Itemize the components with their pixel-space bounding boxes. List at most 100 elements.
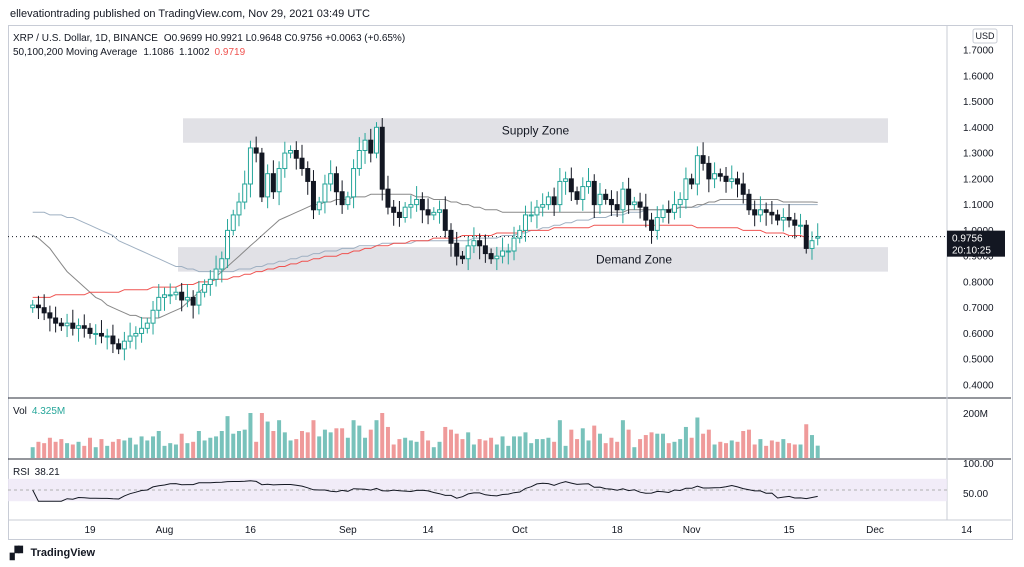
- demand-zone-box: [178, 247, 888, 272]
- volume-bar: [592, 425, 597, 458]
- candle-up: [517, 229, 523, 239]
- rsi-legend[interactable]: RSI 38.21: [13, 467, 60, 478]
- time-tick-label: Aug: [156, 525, 174, 536]
- volume-bar: [724, 443, 729, 458]
- candle-down: [87, 327, 93, 334]
- time-tick-label: 14: [961, 525, 973, 536]
- volume-legend[interactable]: Vol 4.325M: [13, 406, 65, 417]
- volume-bar: [701, 433, 706, 458]
- candle-up: [167, 294, 173, 297]
- candle-down: [706, 162, 712, 180]
- chart-frame: [8, 25, 1013, 540]
- volume-bar: [483, 440, 488, 458]
- candle-down: [368, 139, 374, 154]
- candle-down: [379, 126, 385, 190]
- candle-down: [700, 155, 706, 164]
- candle-up: [356, 150, 362, 170]
- publisher-line: ellevationtrading published on TradingVi…: [10, 8, 370, 20]
- candle-down: [454, 242, 460, 257]
- candle-down: [396, 211, 402, 219]
- volume-bar: [575, 439, 580, 458]
- candle-down: [574, 191, 580, 200]
- candle-up: [683, 178, 689, 200]
- candle-down: [666, 209, 672, 213]
- volume-bar: [775, 441, 780, 458]
- time-tick-label: 19: [84, 525, 96, 536]
- volume-bar: [208, 437, 213, 458]
- candle-down: [792, 219, 798, 226]
- candle-up: [729, 178, 735, 182]
- volume-bar: [225, 416, 230, 458]
- candle-down: [643, 206, 649, 221]
- volume-bar: [47, 437, 52, 458]
- candle-up: [213, 268, 219, 280]
- ma-legend[interactable]: 50,100,200 Moving Average 1.1086 1.1002 0.9…: [13, 47, 246, 58]
- volume-bar: [655, 433, 660, 458]
- bar-countdown: 20:10:25: [952, 246, 991, 257]
- candle-up: [30, 304, 36, 309]
- volume-bar: [380, 413, 385, 458]
- candle-up: [265, 173, 271, 198]
- candle-up: [76, 325, 82, 329]
- candle-up: [161, 294, 167, 298]
- candle-down: [723, 175, 729, 182]
- candle-up: [505, 250, 511, 253]
- price-tick-label: 1.3000: [963, 149, 994, 160]
- volume-bar: [133, 444, 138, 458]
- price-tick-label: 1.5000: [963, 97, 994, 108]
- candle-up: [798, 224, 804, 227]
- candle-up: [345, 196, 351, 206]
- volume-bar: [265, 421, 270, 458]
- candle-up: [660, 209, 666, 218]
- candle-up: [362, 139, 368, 151]
- volume-bar: [506, 445, 511, 458]
- candle-up: [540, 204, 546, 208]
- volume-bar: [254, 441, 259, 458]
- volume-bar: [414, 441, 419, 458]
- volume-bar: [758, 439, 763, 458]
- candle-up: [242, 183, 248, 203]
- volume-bar: [305, 432, 310, 458]
- demand-zone-label: Demand Zone: [596, 252, 672, 266]
- volume-bar: [139, 436, 144, 458]
- last-price-value: 0.9756: [952, 234, 983, 245]
- price-tick-label: 0.5000: [963, 355, 994, 366]
- footer-brand: TradingView: [30, 547, 96, 559]
- price-tick-label: 0.6000: [963, 329, 994, 340]
- candle-up: [671, 204, 677, 213]
- candle-down: [310, 180, 316, 211]
- price-chart[interactable]: 1.7000 1.6000 1.5000 1.4000 1.3000 1.2000 1.10…: [8, 25, 1011, 538]
- candle-up: [127, 335, 133, 342]
- volume-bar: [122, 440, 127, 458]
- candle-up: [282, 152, 288, 170]
- volume-bar: [105, 445, 110, 458]
- volume-bar: [196, 431, 201, 458]
- volume-bar: [385, 426, 390, 458]
- volume-bar: [162, 445, 167, 458]
- volume-bar: [494, 444, 499, 458]
- rsi-axis-label-50: 50.00: [963, 489, 988, 500]
- candle-up: [121, 340, 127, 350]
- volume-bar: [271, 431, 276, 458]
- tradingview-footer[interactable]: ▞▘ TradingView: [10, 546, 95, 560]
- price-tick-label: 0.9000: [963, 252, 994, 263]
- volume-bar: [334, 428, 339, 458]
- volume-bar: [288, 440, 293, 458]
- volume-bar: [110, 441, 115, 458]
- volume-bar: [563, 445, 568, 458]
- volume-bar: [489, 437, 494, 458]
- volume-bar: [695, 417, 700, 458]
- volume-bar: [59, 439, 64, 458]
- candle-down: [293, 150, 299, 159]
- currency-badge[interactable]: [972, 28, 998, 44]
- candle-down: [477, 240, 483, 247]
- volume-bar: [443, 426, 448, 458]
- volume-bar: [798, 444, 803, 458]
- last-price-tag: [947, 230, 1005, 257]
- candle-up: [780, 217, 786, 221]
- symbol-legend[interactable]: XRP / U.S. Dollar, 1D, BINANCE O0.9699 H0…: [13, 33, 405, 44]
- candle-up: [64, 322, 70, 327]
- volume-bar: [294, 439, 299, 458]
- volume-bar: [374, 420, 379, 458]
- time-tick-label: 18: [612, 525, 624, 536]
